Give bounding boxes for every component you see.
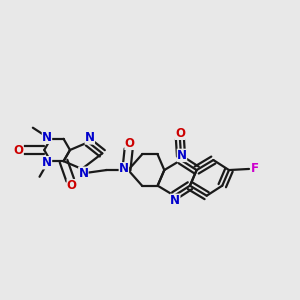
Text: N: N	[42, 156, 52, 169]
Text: O: O	[124, 137, 135, 150]
Text: N: N	[78, 167, 88, 180]
Text: O: O	[175, 127, 185, 140]
Text: N: N	[170, 194, 180, 207]
Text: N: N	[85, 131, 95, 144]
Text: O: O	[67, 179, 77, 192]
Text: N: N	[119, 162, 129, 175]
Text: O: O	[14, 143, 24, 157]
Text: N: N	[42, 131, 52, 144]
Text: N: N	[177, 149, 187, 162]
Text: F: F	[250, 162, 259, 176]
